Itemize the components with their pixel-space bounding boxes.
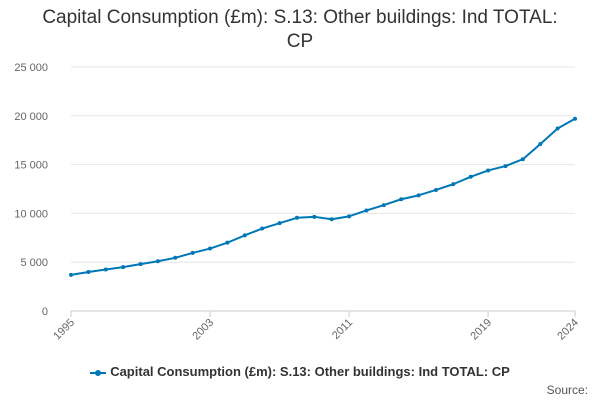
data-point: [312, 214, 317, 219]
data-point: [260, 226, 265, 231]
data-point: [364, 208, 369, 213]
data-point: [208, 246, 213, 251]
x-tick-label: 2003: [190, 317, 216, 343]
data-point: [242, 233, 247, 238]
series-line: [70, 117, 576, 276]
data-point: [555, 126, 560, 131]
data-point: [416, 193, 421, 198]
y-tick-label: 15 000: [14, 160, 48, 172]
axes: [70, 310, 576, 317]
data-point: [121, 265, 126, 270]
gridlines: [71, 66, 575, 263]
x-tick-label: 2011: [330, 317, 355, 342]
data-point: [573, 116, 577, 121]
source-label: Source:: [546, 383, 588, 397]
data-point: [468, 174, 473, 179]
legend-label: Capital Consumption (£m): S.13: Other bu…: [110, 364, 510, 379]
x-tick-label: 2019: [468, 317, 494, 343]
data-point: [329, 217, 334, 222]
data-point: [103, 267, 108, 272]
chart-title: Capital Consumption (£m): S.13: Other bu…: [42, 7, 558, 52]
data-point: [347, 214, 352, 219]
data-point: [277, 221, 282, 226]
data-point: [173, 255, 178, 260]
data-point: [399, 197, 404, 202]
data-point: [69, 272, 73, 277]
data-point: [155, 259, 160, 264]
data-point: [294, 215, 299, 220]
data-point: [520, 157, 525, 162]
data-point: [503, 164, 508, 169]
data-point: [451, 182, 456, 187]
data-point: [433, 187, 438, 192]
data-point: [86, 269, 91, 274]
data-point: [381, 203, 386, 208]
x-axis-labels: 1995 2003 2011 2019 2024: [51, 317, 581, 343]
legend[interactable]: Capital Consumption (£m): S.13: Other bu…: [0, 364, 600, 379]
y-axis-labels: 0 5 000 10 000 15 000 20 000 25 000: [14, 62, 48, 318]
y-tick-label: 0: [42, 306, 48, 318]
data-point: [225, 240, 230, 245]
y-tick-label: 5 000: [20, 257, 48, 269]
data-point: [486, 168, 491, 173]
x-tick-label: 2024: [555, 317, 581, 343]
y-tick-label: 10 000: [14, 208, 48, 220]
x-tick-label: 1995: [51, 317, 77, 343]
data-series: [69, 116, 577, 277]
data-point: [190, 250, 195, 255]
data-point: [138, 262, 143, 267]
y-tick-label: 20 000: [14, 111, 48, 123]
y-tick-label: 25 000: [14, 62, 48, 74]
data-point: [538, 142, 543, 147]
legend-line-marker-icon: [90, 368, 107, 378]
